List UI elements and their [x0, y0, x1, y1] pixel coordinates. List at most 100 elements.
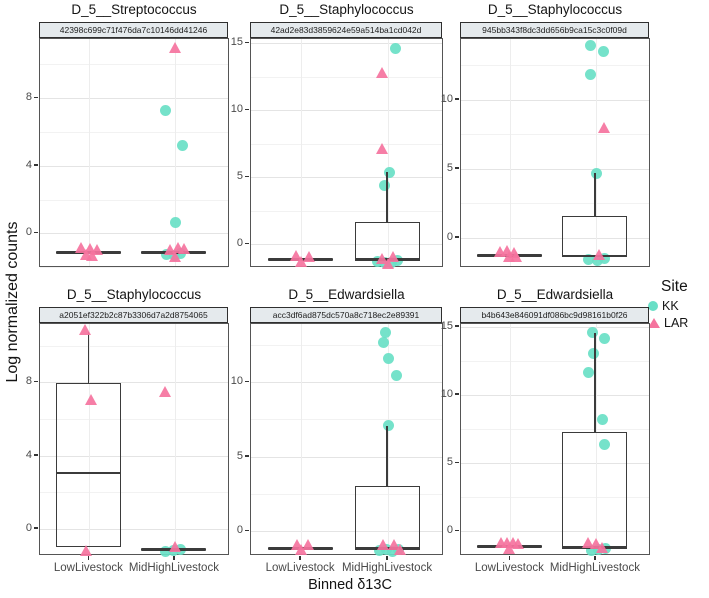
- y-tick-mark: [245, 380, 249, 383]
- data-point-lar: [294, 255, 307, 267]
- x-tick-mark: [173, 556, 175, 560]
- data-point-lar: [582, 537, 595, 549]
- y-tick-label: 5: [446, 161, 453, 174]
- data-point-lar: [74, 242, 87, 254]
- major-gridline: [40, 382, 228, 384]
- data-point-kk: [390, 369, 402, 381]
- data-point-lar: [84, 393, 97, 405]
- panel: [460, 323, 650, 555]
- major-gridline: [461, 168, 649, 170]
- data-point-lar: [79, 545, 92, 557]
- y-tick-mark: [455, 529, 459, 532]
- x-gridline: [388, 324, 390, 554]
- x-tick-mark: [87, 556, 90, 560]
- facet-strip: 945bb343f8dc3dd656b9ca15c3c0f09d: [460, 22, 649, 38]
- y-tick-label: 5: [236, 449, 243, 462]
- data-point-kk: [585, 69, 597, 81]
- major-gridline: [461, 394, 649, 396]
- facet-strip: 42ad2e83d3859624e59a514ba1cd042d: [250, 22, 442, 38]
- major-gridline: [251, 110, 442, 112]
- minor-gridline: [251, 344, 442, 346]
- data-point-lar: [301, 539, 314, 551]
- data-point-lar: [178, 243, 191, 255]
- data-point-lar: [85, 250, 98, 261]
- data-point-kk: [378, 180, 390, 192]
- y-tick-label: 5: [446, 456, 453, 469]
- data-point-kk: [587, 327, 599, 339]
- minor-gridline: [40, 345, 228, 347]
- major-gridline: [251, 43, 442, 45]
- boxplot-median: [55, 471, 121, 475]
- panel-title: D_5__Staphylococcus: [487, 2, 623, 17]
- y-tick-label: 0: [446, 230, 453, 243]
- panel-title: D_5__Edwardsiella: [496, 287, 614, 302]
- minor-gridline: [461, 497, 649, 499]
- boxplot-box: [562, 432, 628, 549]
- y-tick-label: 0: [446, 524, 453, 537]
- data-point-kk: [599, 332, 611, 344]
- minor-gridline: [40, 418, 228, 420]
- data-point-lar: [376, 539, 389, 551]
- facet-strip: b4b643e846091df086bc9d98161b0f26: [460, 307, 649, 323]
- data-point-kk: [177, 139, 189, 151]
- minor-gridline: [251, 76, 442, 78]
- data-point-kk: [586, 544, 598, 556]
- data-point-lar: [381, 257, 394, 269]
- y-tick-label: 15: [440, 319, 453, 332]
- major-gridline: [251, 531, 442, 533]
- data-point-kk: [373, 545, 385, 557]
- legend-label: KK: [662, 299, 679, 313]
- data-point-kk: [160, 105, 172, 117]
- major-gridline: [461, 463, 649, 465]
- data-point-kk: [583, 366, 595, 378]
- data-point-lar: [393, 543, 406, 555]
- data-point-kk: [599, 438, 611, 450]
- x-gridline: [301, 39, 303, 266]
- data-point-lar: [509, 251, 522, 263]
- x-tick-label: MidHighLivestock: [549, 562, 640, 574]
- x-tick-label: LowLivestock: [53, 562, 123, 574]
- y-tick-label: 8: [25, 375, 32, 388]
- major-gridline: [461, 531, 649, 533]
- minor-gridline: [461, 360, 649, 362]
- y-tick-label: 8: [25, 91, 32, 104]
- x-gridline: [174, 39, 176, 266]
- major-gridline: [251, 244, 442, 246]
- minor-gridline: [40, 199, 228, 201]
- major-gridline: [40, 233, 228, 235]
- data-point-lar: [169, 250, 182, 262]
- minor-gridline: [40, 64, 228, 66]
- x-tick-label: MidHighLivestock: [128, 562, 219, 574]
- x-gridline: [89, 39, 91, 266]
- y-tick-label: 10: [440, 387, 453, 400]
- data-point-lar: [502, 542, 515, 554]
- data-point-lar: [169, 42, 182, 54]
- x-tick-mark: [508, 556, 511, 560]
- y-tick-mark: [245, 529, 249, 532]
- data-point-kk: [585, 40, 597, 52]
- y-tick-mark: [34, 164, 38, 166]
- data-point-kk: [583, 253, 595, 265]
- y-tick-label: 4: [25, 448, 32, 461]
- x-tick-label: LowLivestock: [265, 562, 335, 574]
- data-point-lar: [78, 324, 91, 336]
- minor-gridline: [251, 210, 442, 212]
- data-point-lar: [511, 538, 524, 550]
- major-gridline: [461, 237, 649, 239]
- legend-entry-kk: KK: [648, 299, 688, 313]
- minor-gridline: [251, 494, 442, 496]
- data-point-kk: [382, 420, 394, 432]
- legend-entry-lar: LAR: [648, 316, 688, 330]
- minor-gridline: [461, 65, 649, 67]
- minor-gridline: [461, 134, 649, 136]
- y-tick-mark: [34, 231, 38, 234]
- major-gridline: [251, 382, 442, 384]
- y-tick-mark: [34, 454, 38, 456]
- y-tick-label: 0: [25, 521, 32, 534]
- facet-strip: 42398c699c71f476da7c10146dd41246: [39, 22, 228, 38]
- facet-strip: acc3df6ad875dc570a8c718ec2e89391: [250, 307, 442, 323]
- data-point-lar: [294, 543, 307, 555]
- minor-gridline: [251, 419, 442, 421]
- x-tick-mark: [594, 556, 596, 560]
- y-tick-mark: [34, 380, 38, 383]
